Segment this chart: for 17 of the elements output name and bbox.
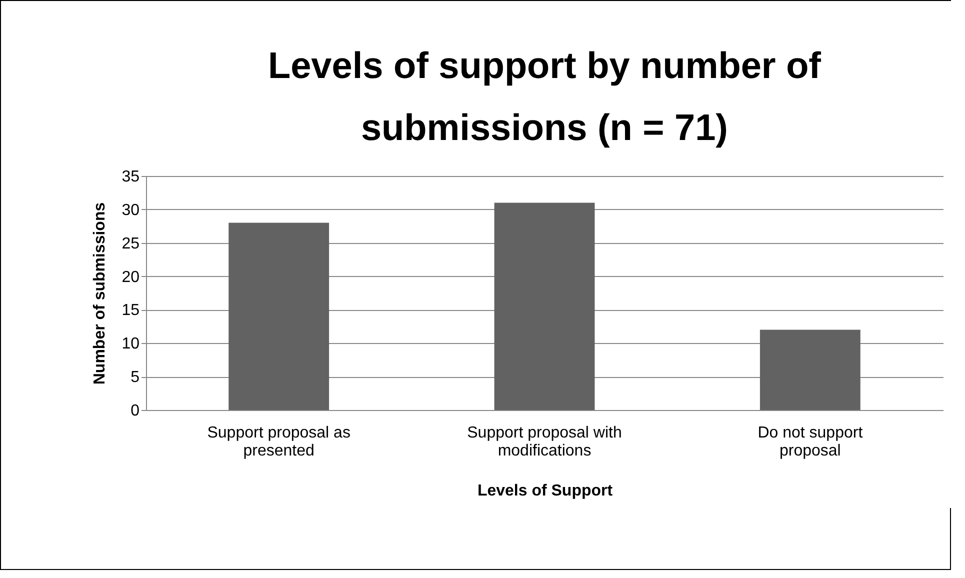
y-tick-label: 35 <box>122 168 140 186</box>
y-tick-label: 10 <box>122 336 140 353</box>
y-tick-label: 25 <box>122 235 140 252</box>
y-tick-label: 20 <box>122 268 140 286</box>
x-tick-label: Support proposal as presented <box>207 424 350 460</box>
y-tick-label: 5 <box>130 369 140 386</box>
x-tick-label: Do not support proposal <box>758 424 864 460</box>
y-tick-label: 0 <box>130 402 140 420</box>
bar <box>494 202 595 410</box>
x-axis-title: Levels of Support <box>477 482 614 500</box>
y-tick-label: 15 <box>122 302 140 320</box>
x-tick-label: Support proposal with modifications <box>467 424 622 460</box>
y-tick-label: 30 <box>122 202 140 219</box>
bar <box>760 330 860 410</box>
bar <box>228 222 330 410</box>
chart-title: Levels of support by number of submissions (n = 71) <box>268 45 822 148</box>
y-axis-title: Number of submissions <box>92 202 109 385</box>
